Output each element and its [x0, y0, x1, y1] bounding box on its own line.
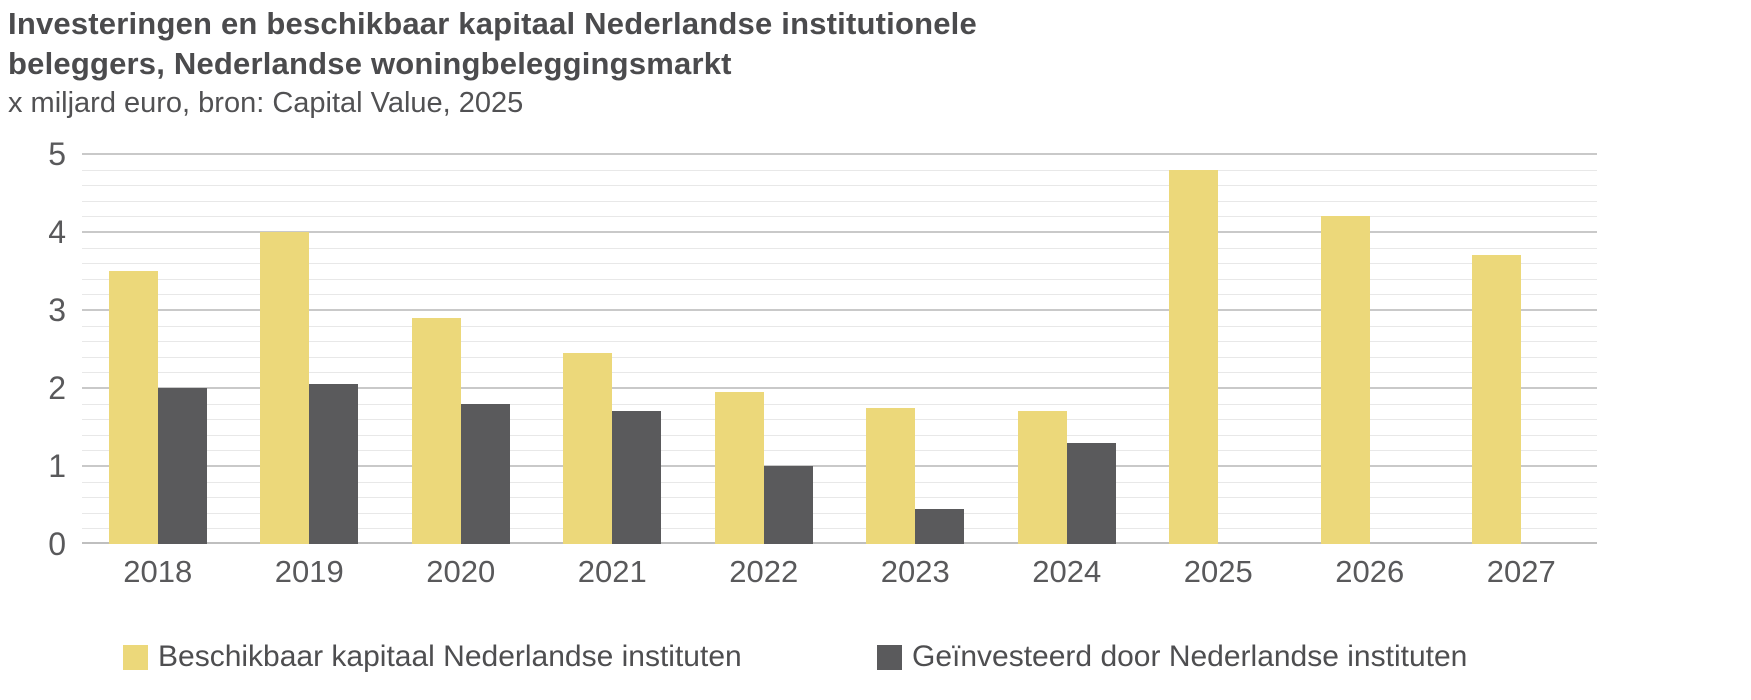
- minor-gridline: [82, 356, 1597, 358]
- legend-item-available-capital: Beschikbaar kapitaal Nederlandse institu…: [123, 640, 742, 673]
- y-axis-tick-label: 3: [48, 292, 66, 328]
- minor-gridline: [82, 169, 1597, 171]
- bar-available-capital-2019: [260, 232, 310, 544]
- minor-gridline: [82, 450, 1597, 452]
- y-axis: 0 1 2 3 4 5: [0, 136, 66, 562]
- bar-group-2019: [234, 154, 386, 544]
- major-gridline: [82, 231, 1597, 233]
- bar-invested-2023: [915, 508, 965, 544]
- x-axis: 2018 2019 2020 2021 2022 2023 2024 2025 2026 2027: [82, 552, 1597, 596]
- bar-available-capital-2018: [108, 271, 158, 544]
- bar-invested-2019: [309, 384, 359, 544]
- minor-gridline: [82, 403, 1597, 405]
- minor-gridline: [82, 294, 1597, 296]
- major-gridline: [82, 387, 1597, 389]
- bar-group-2027: [1446, 154, 1598, 544]
- bar-available-capital-2020: [411, 317, 461, 544]
- bar-available-capital-2021: [563, 352, 613, 544]
- bar-group-2021: [537, 154, 689, 544]
- bar-available-capital-2024: [1017, 411, 1067, 544]
- bar-invested-2021: [612, 411, 662, 544]
- bar-invested-2022: [763, 466, 813, 544]
- x-axis-year-label: 2027: [1486, 554, 1556, 589]
- x-axis-year-label: 2024: [1032, 554, 1102, 589]
- minor-gridline: [82, 497, 1597, 499]
- minor-gridline: [82, 200, 1597, 202]
- x-axis-year-label: 2020: [426, 554, 496, 589]
- minor-gridline: [82, 247, 1597, 249]
- y-axis-tick-label: 0: [48, 526, 66, 562]
- major-gridline: [82, 465, 1597, 467]
- chart-title: Investeringen en beschikbaar kapitaal Ne…: [8, 4, 977, 84]
- bar-group-2026: [1294, 154, 1446, 544]
- minor-gridline: [82, 419, 1597, 421]
- minor-gridline: [82, 481, 1597, 483]
- legend-swatch-available-capital: [123, 644, 148, 670]
- minor-gridline: [82, 278, 1597, 280]
- legend-label-invested: Geïnvesteerd door Nederlandse instituten: [912, 640, 1468, 673]
- bar-group-2023: [840, 154, 992, 544]
- x-axis-baseline: [82, 542, 1597, 544]
- x-axis-year-label: 2025: [1183, 554, 1253, 589]
- minor-gridline: [82, 216, 1597, 218]
- x-axis-year-label: 2021: [577, 554, 647, 589]
- bar-invested-2018: [157, 388, 207, 544]
- bar-available-capital-2023: [866, 407, 916, 544]
- bar-group-2020: [385, 154, 537, 544]
- x-axis-year-label: 2022: [729, 554, 799, 589]
- bar-invested-2020: [460, 403, 510, 544]
- legend-label-available-capital: Beschikbaar kapitaal Nederlandse institu…: [158, 640, 742, 673]
- chart-title-line2: beleggers, Nederlandse woningbeleggingsm…: [8, 46, 732, 81]
- chart-header: Investeringen en beschikbaar kapitaal Ne…: [8, 4, 977, 122]
- minor-gridline: [82, 434, 1597, 436]
- major-gridline: [82, 309, 1597, 311]
- x-axis-year-label: 2026: [1335, 554, 1405, 589]
- chart-subtitle: x miljard euro, bron: Capital Value, 202…: [8, 87, 524, 119]
- bar-available-capital-2022: [714, 391, 764, 544]
- bar-available-capital-2027: [1472, 255, 1522, 544]
- bar-group-2025: [1143, 154, 1295, 544]
- x-axis-year-label: 2019: [274, 554, 344, 589]
- bar-group-2024: [991, 154, 1143, 544]
- bar-invested-2024: [1066, 442, 1116, 544]
- minor-gridline: [82, 512, 1597, 514]
- y-axis-tick-label: 5: [48, 136, 66, 172]
- bar-group-2018: [82, 154, 234, 544]
- bar-available-capital-2026: [1320, 216, 1370, 544]
- minor-gridline: [82, 372, 1597, 374]
- bar-group-2022: [688, 154, 840, 544]
- legend-swatch-invested: [877, 644, 902, 670]
- plot-area: [82, 153, 1598, 544]
- x-axis-year-label: 2018: [123, 554, 193, 589]
- minor-gridline: [82, 325, 1597, 327]
- y-axis-tick-label: 2: [48, 370, 66, 406]
- x-axis-year-label: 2023: [880, 554, 950, 589]
- chart-title-line1: Investeringen en beschikbaar kapitaal Ne…: [8, 6, 977, 41]
- major-gridline: [82, 153, 1597, 155]
- y-axis-tick-label: 4: [48, 214, 66, 250]
- minor-gridline: [82, 263, 1597, 265]
- minor-gridline: [82, 341, 1597, 343]
- legend-item-invested: Geïnvesteerd door Nederlandse instituten: [877, 640, 1468, 673]
- bar-available-capital-2025: [1169, 169, 1219, 544]
- y-axis-tick-label: 1: [48, 448, 66, 484]
- minor-gridline: [82, 185, 1597, 187]
- minor-gridline: [82, 528, 1597, 530]
